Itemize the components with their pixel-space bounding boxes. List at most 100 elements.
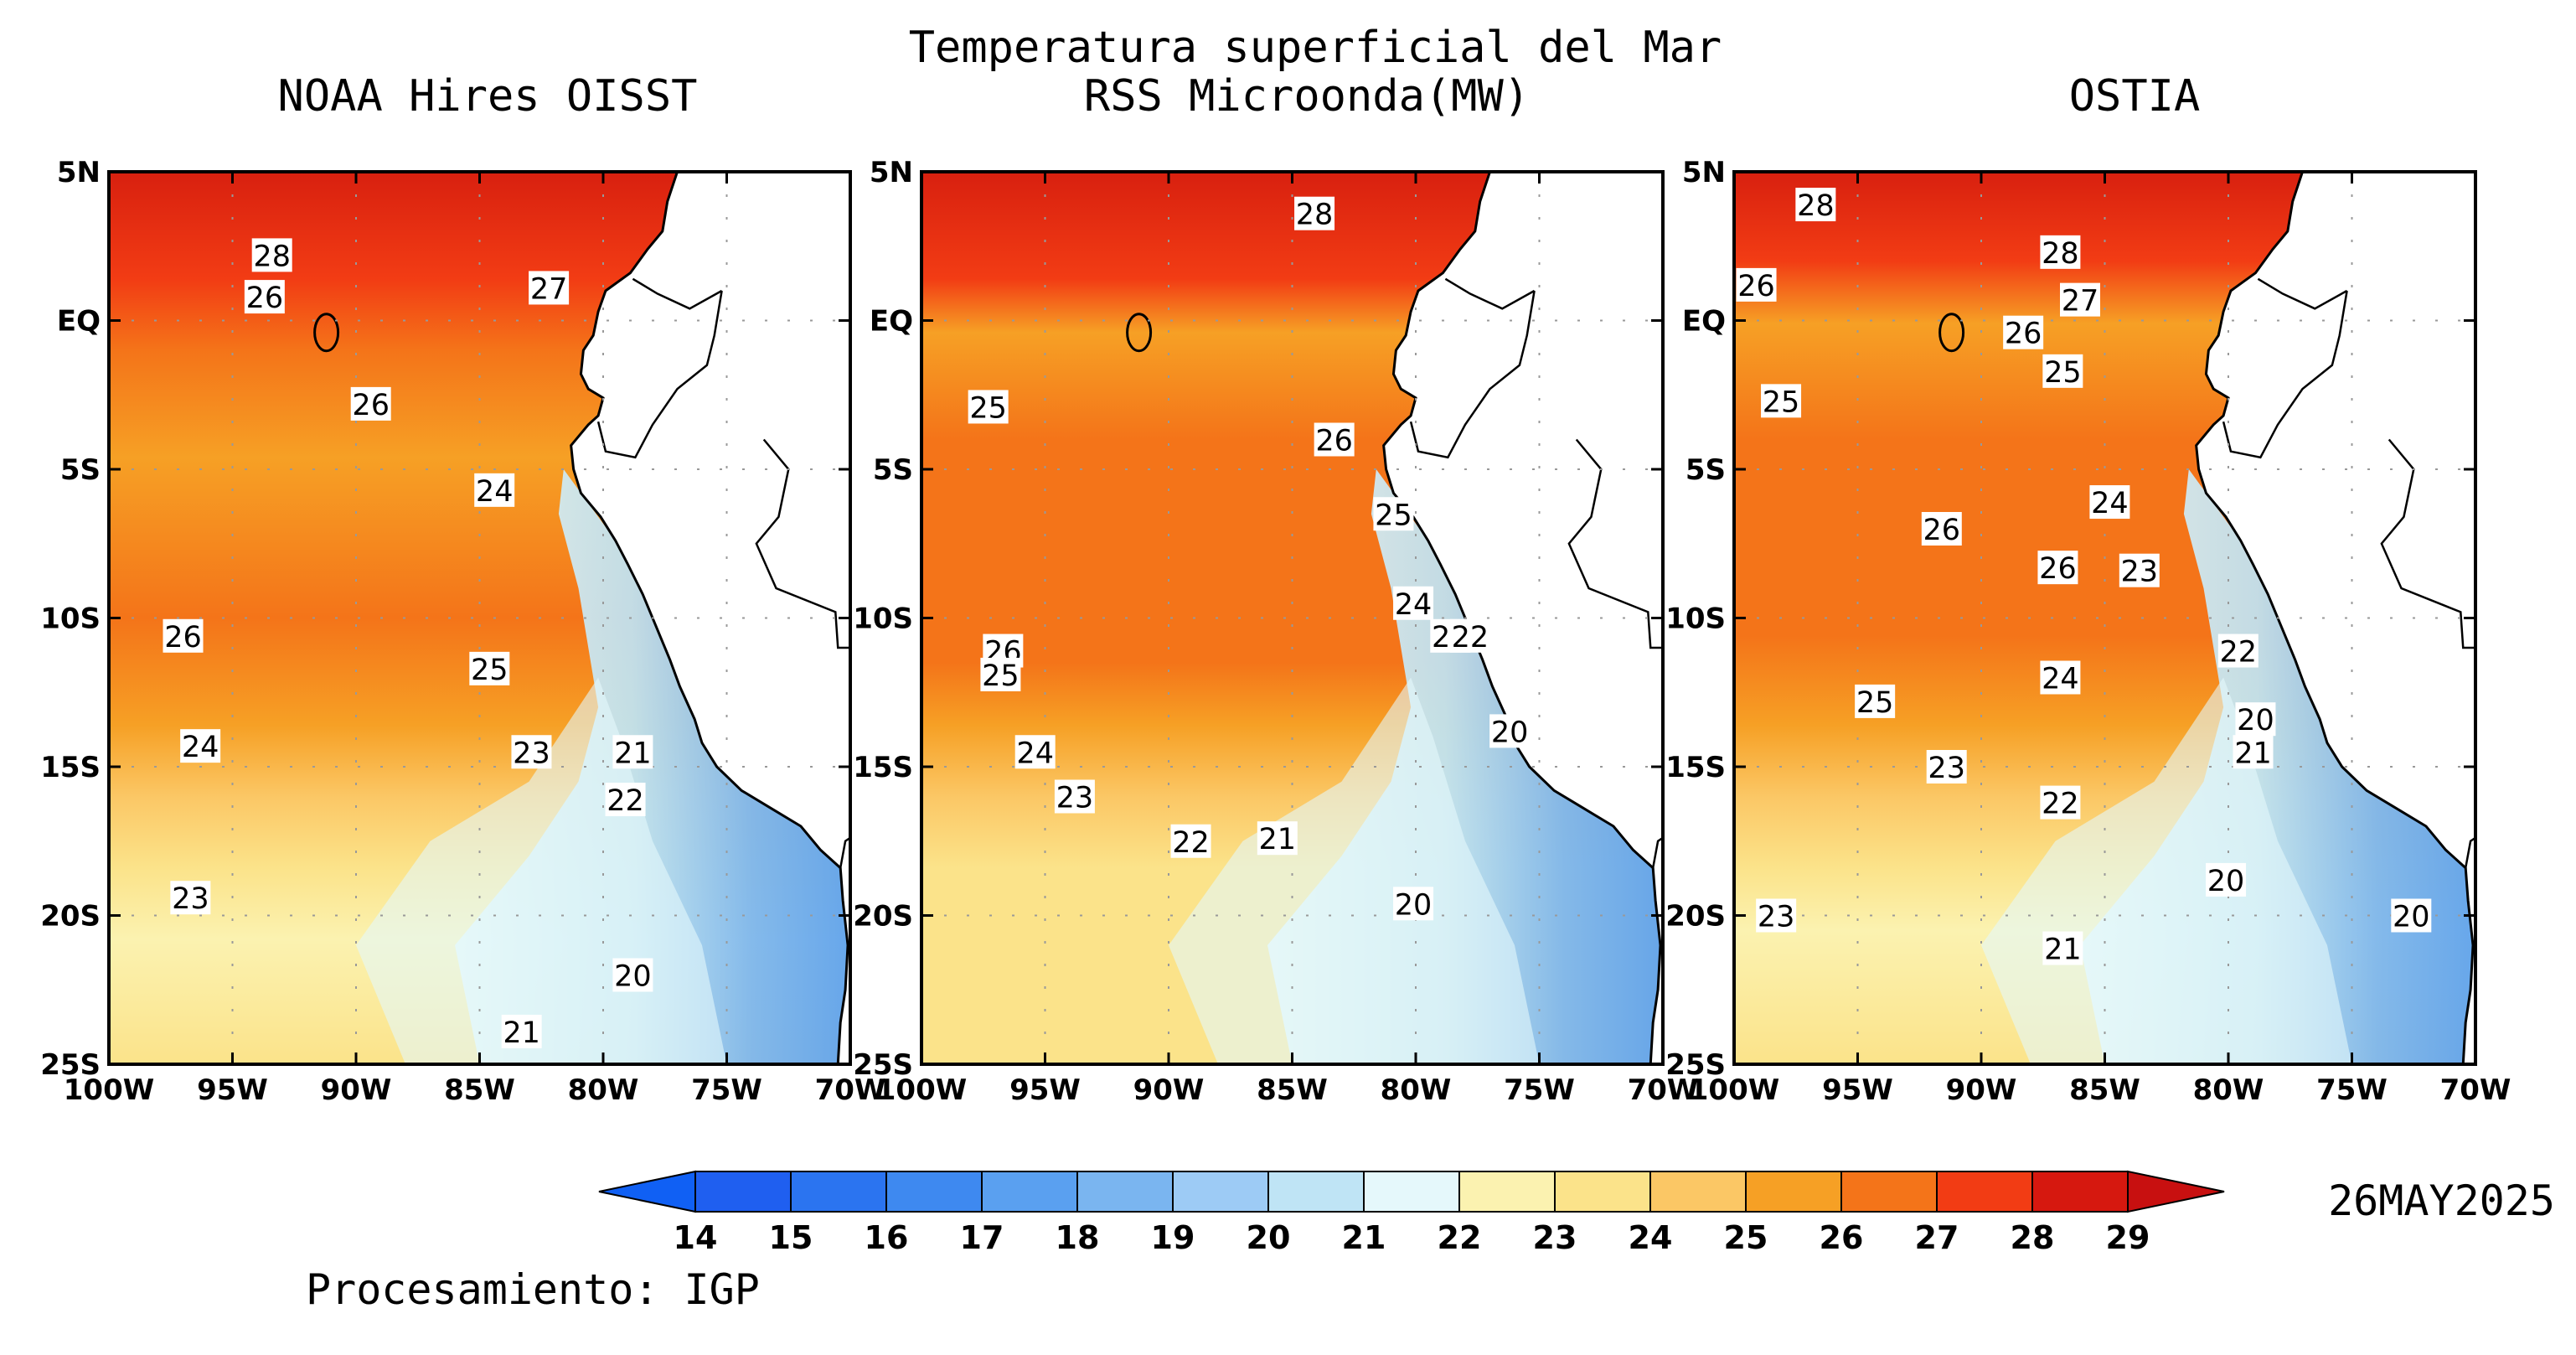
contour-label-text: 25: [1856, 686, 1894, 720]
colorbar-label: 18: [1056, 1219, 1100, 1256]
contour-label-text: 23: [513, 737, 550, 770]
galapagos-island: [1126, 313, 1153, 353]
colorbar-cell: [1172, 1171, 1269, 1213]
contour-label: 21: [2042, 931, 2083, 967]
contour-label: 26: [350, 386, 391, 422]
contour-label-text: 24: [182, 731, 219, 764]
contour-label-text: 21: [503, 1016, 540, 1050]
colorbar-label: 21: [1342, 1219, 1386, 1256]
contour-label: 26: [2003, 315, 2044, 351]
contour-label-text: 23: [1758, 901, 1795, 934]
lon-tick-label: 85W: [2069, 1073, 2140, 1107]
coastline: [2195, 172, 2475, 1064]
colorbar: 14 15 16 17 18 19 20 21 22 23 24 25 26 27 28 29: [598, 1170, 2225, 1256]
contour-label-text: 27: [2062, 285, 2099, 318]
contour-label-text: 25: [2044, 356, 2082, 390]
sst-field-rss: [921, 172, 1663, 1064]
contour-label: 20: [612, 958, 653, 994]
contour-label: 23: [170, 881, 211, 916]
colorbar-label: 16: [865, 1219, 909, 1256]
colorbar-label: 24: [1629, 1219, 1673, 1256]
contour-label: 21: [612, 735, 653, 770]
contour-label-text: 23: [2121, 556, 2159, 589]
contour-label: 26: [2037, 551, 2078, 586]
contour-label: 28: [2040, 235, 2081, 271]
lon-tick-label: 95W: [1822, 1073, 1893, 1107]
panel-rss: 282526252423222625202423222120100W95W90W…: [853, 156, 1698, 1107]
contour-label: 22: [2040, 785, 2081, 821]
contour-label-text: 22: [1452, 621, 1489, 654]
contour-label: 26: [1736, 267, 1777, 303]
lat-tick-label: 25S: [40, 1048, 101, 1082]
contour-label-text: 20: [2207, 865, 2245, 898]
lon-tick-label: 95W: [1009, 1073, 1081, 1107]
colorbar-cell: [2031, 1171, 2129, 1213]
contour-label-text: 23: [1056, 782, 1094, 815]
lat-tick-label: 15S: [853, 751, 913, 784]
contour-label-text: 20: [2237, 704, 2274, 737]
contour-label: 26: [1314, 422, 1355, 458]
contour-label: 28: [1294, 196, 1335, 232]
contour-label: 20: [2391, 898, 2432, 934]
contour-label-text: 26: [1315, 425, 1353, 458]
contour-label-text: 20: [1491, 716, 1529, 749]
lat-tick-label: 15S: [1665, 751, 1726, 784]
lon-tick-label: 70W: [815, 1073, 886, 1107]
colorbar-cell: [1363, 1171, 1460, 1213]
contour-label: 23: [2119, 553, 2160, 589]
lat-tick-label: 20S: [1665, 900, 1726, 934]
country-border: [839, 836, 850, 868]
country-border: [2257, 277, 2348, 310]
contour-label-text: 24: [1395, 588, 1433, 622]
contour-label: 25: [968, 390, 1009, 425]
contour-label-text: 22: [2042, 788, 2079, 821]
colorbar-cell: [1076, 1171, 1174, 1213]
contour-label: 27: [2060, 282, 2100, 318]
lat-tick-label: 10S: [1665, 603, 1726, 636]
lon-tick-label: 80W: [1381, 1073, 1452, 1107]
lat-tick-label: 20S: [853, 900, 913, 934]
lat-tick-label: 5N: [870, 156, 913, 189]
contour-label: 20: [1393, 887, 1434, 922]
lat-tick-label: 5N: [57, 156, 101, 189]
contour-label: 28: [1795, 188, 1836, 223]
contour-label-text: 20: [1395, 888, 1433, 922]
colorbar-over-arrow: [2127, 1170, 2225, 1213]
country-border: [1651, 836, 1663, 868]
contour-label: 20: [2235, 702, 2276, 737]
contour-label-text: 26: [352, 389, 390, 422]
contour-label-text: 20: [2393, 901, 2430, 934]
lon-tick-label: 75W: [691, 1073, 762, 1107]
contour-label: 24: [1393, 586, 1434, 622]
contour-label: 23: [1756, 898, 1797, 934]
contour-label-text: 24: [1016, 737, 1054, 770]
colorbar-cell: [790, 1171, 887, 1213]
colorbar-label: 20: [1247, 1219, 1291, 1256]
colorbar-cell: [694, 1171, 792, 1213]
country-border: [755, 438, 850, 649]
colorbar-label: 22: [1438, 1219, 1482, 1256]
lat-tick-label: EQ: [1682, 305, 1726, 339]
contour-label: 23: [1926, 750, 1967, 785]
contour-label: 26: [163, 618, 204, 654]
panel-noaa: 28 27 26 26 24 26 25 24 23 21 22 23 20 21 100W 95W 90W 85…: [40, 156, 885, 1107]
colorbar-label: 15: [769, 1219, 813, 1256]
contour-label: 22: [605, 783, 646, 818]
colorbar-cell: [885, 1171, 983, 1213]
colorbar-under-arrow: [598, 1170, 696, 1213]
lat-tick-label: 10S: [853, 603, 913, 636]
galapagos-island: [1938, 313, 1965, 353]
lon-tick-label: 85W: [444, 1073, 515, 1107]
colorbar-label: 28: [2011, 1219, 2055, 1256]
contour-label-text: 27: [530, 272, 568, 306]
contour-label-text: 26: [1737, 270, 1775, 303]
contour-label-text: 20: [614, 960, 652, 994]
cold-tongue-fill: [1169, 677, 1540, 1064]
contour-label-text: 26: [1923, 514, 1961, 547]
contour-label-text: 28: [253, 240, 291, 273]
contour-label-text: 22: [2220, 636, 2258, 670]
colorbar-cell: [981, 1171, 1078, 1213]
contour-label-text: 21: [2234, 737, 2272, 770]
contour-label-text: 25: [471, 654, 508, 687]
country-border: [596, 290, 723, 459]
